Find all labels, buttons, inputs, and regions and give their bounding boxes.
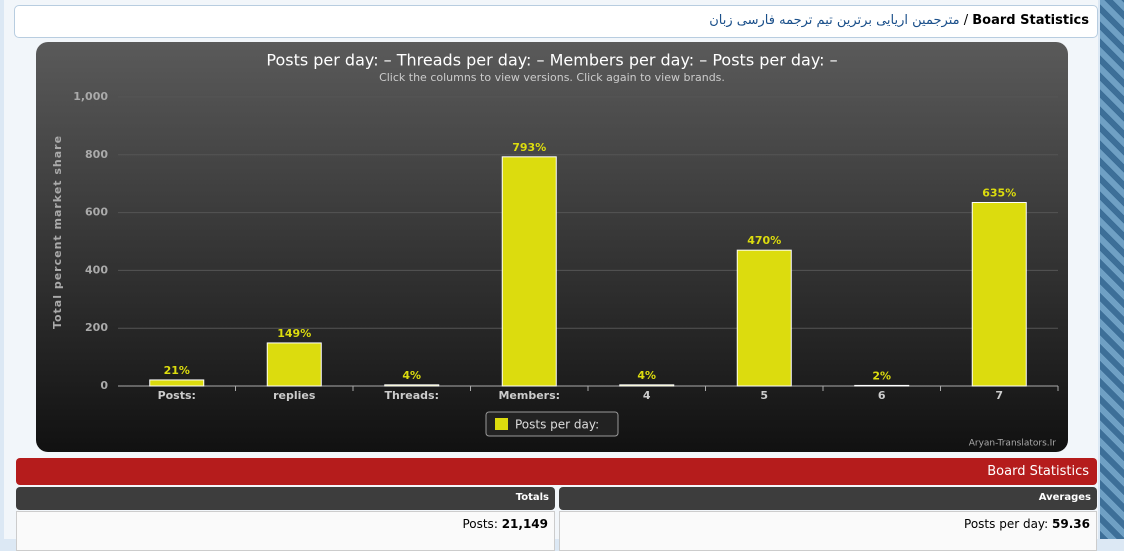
current-page: Board Statistics [972,13,1089,28]
x-tick-label: Threads: [385,389,439,402]
value-label: 2% [872,369,891,382]
value-label: 470% [747,234,781,247]
home-link[interactable]: مترجمین اریایی برترین تیم ترجمه فارسی زب… [709,13,960,28]
side-pattern [1100,0,1124,539]
x-tick-label: 7 [995,389,1003,402]
bar [736,249,792,387]
bar [266,342,322,387]
y-tick-label: 1,000 [73,90,108,103]
value-label: 4% [637,369,656,382]
x-tick-label: 5 [760,389,768,402]
stat-label: Posts per day: [964,517,1049,531]
totals-body: Posts: 21,149 [16,511,555,551]
x-tick-label: replies [273,389,316,402]
x-tick-label: Posts: [158,389,196,402]
averages-body: Posts per day: 59.36 [559,511,1097,551]
chart-title: Posts per day: – Threads per day: – Memb… [266,51,837,70]
bar [854,384,910,387]
x-tick-label: Members: [498,389,560,402]
bar [619,384,675,387]
legend-label: Posts per day: [515,418,599,432]
credit: Aryan-Translators.Ir [969,439,1057,449]
bar [971,201,1027,387]
y-tick-label: 200 [85,321,108,334]
value-label: 793% [512,141,546,154]
averages-header: Averages [559,487,1097,510]
y-tick-label: 800 [85,148,108,161]
stat-label: Posts: [462,517,498,531]
breadcrumb: Board Statistics / مترجمین اریایی برترین… [14,5,1098,38]
value-label: 4% [402,369,421,382]
legend-swatch [495,418,508,430]
y-axis-label: Total percent market share [51,135,64,329]
y-tick-label: 400 [85,263,108,276]
bar [501,156,557,387]
chart-subtitle: Click the columns to view versions. Clic… [379,71,725,84]
y-tick-label: 0 [100,379,108,392]
y-tick-label: 600 [85,206,108,219]
value-label: 149% [277,327,311,340]
stat-value: 21,149 [501,517,548,531]
x-tick-label: 4 [643,389,651,402]
legend [485,411,619,437]
section-header: Board Statistics [16,458,1097,485]
bar [149,379,205,387]
value-label: 635% [982,186,1016,199]
page: Board Statistics / مترجمین اریایی برترین… [4,0,1124,551]
totals-header: Totals [16,487,555,510]
chart: Posts per day: – Threads per day: – Memb… [36,42,1068,452]
bar [384,384,440,387]
stat-value: 59.36 [1052,517,1090,531]
value-label: 21% [164,364,190,377]
separator: / [963,13,969,28]
x-tick-label: 6 [878,389,886,402]
